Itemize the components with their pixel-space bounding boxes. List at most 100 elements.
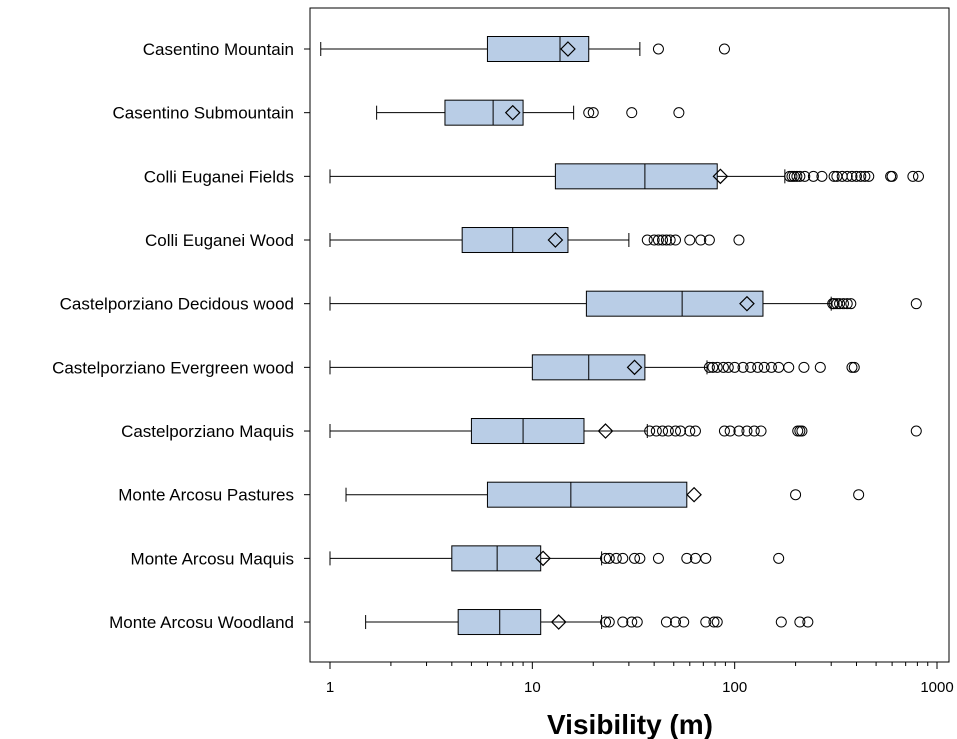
box-iqr — [451, 545, 542, 572]
box-group — [329, 227, 745, 254]
mean-marker — [535, 550, 551, 567]
outlier-point — [662, 425, 674, 437]
outlier-point — [711, 616, 723, 628]
category-labels: Casentino Mountain Casentino Submountain C… — [52, 40, 310, 632]
outlier-point — [587, 107, 599, 119]
outlier-point — [814, 361, 826, 373]
outlier-point — [689, 425, 701, 437]
outlier-point — [790, 489, 802, 501]
box-iqr — [585, 290, 764, 317]
outlier-point — [644, 425, 656, 437]
outlier-point — [796, 425, 808, 437]
outlier-point — [724, 425, 736, 437]
box-group — [329, 545, 785, 572]
outlier-point — [669, 616, 681, 628]
outlier-point — [657, 234, 669, 246]
outlier-point — [850, 170, 862, 182]
box-iqr — [444, 99, 524, 126]
outlier-point — [910, 298, 922, 310]
outlier-point — [681, 552, 693, 564]
outlier-point — [834, 298, 846, 310]
outlier-point — [737, 361, 749, 373]
box-group — [329, 163, 924, 190]
outlier-point — [798, 361, 810, 373]
outlier-point — [886, 170, 898, 182]
mean-marker — [597, 423, 614, 439]
outlier-point — [912, 170, 924, 182]
mean-marker — [504, 104, 521, 121]
mean-marker — [739, 295, 755, 312]
box-group — [320, 36, 730, 62]
outlier-point — [846, 361, 858, 373]
x-tick-label: 100 — [722, 679, 747, 696]
outlier-point — [660, 616, 672, 628]
mean-marker — [712, 168, 729, 185]
category-label: Colli Euganei Wood — [145, 231, 294, 250]
x-tick-label: 1000 — [920, 679, 953, 696]
outlier-point — [765, 361, 777, 373]
outlier-point — [837, 298, 849, 310]
outlier-point — [648, 234, 660, 246]
outlier-point — [773, 552, 785, 564]
category-label: Monte Arcosu Maquis — [131, 549, 294, 568]
box-iqr — [554, 163, 718, 190]
outlier-point — [583, 107, 595, 119]
outlier-point — [700, 552, 712, 564]
outlier-point — [863, 170, 875, 182]
x-axis-title: Visibility (m) — [547, 709, 713, 739]
outlier-point — [669, 425, 681, 437]
outlier-point — [652, 234, 664, 246]
mean-marker — [686, 486, 702, 503]
outlier-point — [794, 616, 806, 628]
box-group — [365, 609, 814, 636]
outlier-point — [700, 616, 712, 628]
category-label: Monte Arcosu Woodland — [109, 613, 294, 632]
category-label: Casentino Submountain — [113, 104, 294, 123]
category-label: Monte Arcosu Pastures — [118, 486, 294, 505]
outlier-point — [848, 361, 860, 373]
mean-marker — [626, 359, 643, 376]
outlier-point — [652, 552, 664, 564]
outlier-point — [807, 170, 819, 182]
outlier-point — [853, 489, 865, 501]
outlier-point — [752, 361, 764, 373]
box-iqr — [461, 227, 569, 254]
category-label: Castelporziano Maquis — [121, 422, 294, 441]
outlier-point — [791, 170, 803, 182]
x-tick-label: 1 — [326, 679, 334, 696]
box-group — [329, 418, 922, 445]
box-series — [320, 36, 924, 636]
outlier-point — [650, 425, 662, 437]
outlier-point — [718, 43, 730, 55]
outlier-point — [664, 234, 676, 246]
outlier-point — [722, 361, 734, 373]
category-label: Castelporziano Evergreen wood — [52, 358, 294, 377]
outlier-point — [626, 616, 638, 628]
outlier-point — [600, 616, 612, 628]
outlier-point — [783, 361, 795, 373]
outlier-point — [794, 425, 806, 437]
mean-marker — [547, 232, 564, 248]
outlier-point — [802, 616, 814, 628]
outlier-point — [631, 616, 643, 628]
outlier-point — [717, 361, 729, 373]
outlier-point — [794, 170, 806, 182]
outlier-point — [775, 616, 787, 628]
outlier-point — [617, 552, 629, 564]
outlier-point — [816, 170, 828, 182]
outlier-point — [828, 298, 840, 310]
outlier-point — [617, 616, 629, 628]
outlier-point — [748, 425, 760, 437]
category-label: Castelporziano Decidous wood — [60, 295, 294, 314]
outlier-point — [695, 234, 707, 246]
outlier-point — [841, 298, 853, 310]
outlier-point — [910, 425, 922, 437]
outlier-point — [758, 361, 770, 373]
x-axis: 1 10 100 1000 — [326, 662, 954, 696]
box-iqr — [470, 418, 585, 445]
outlier-point — [907, 170, 919, 182]
outlier-point — [657, 425, 669, 437]
box-iqr — [486, 481, 688, 508]
outlier-point — [600, 552, 612, 564]
